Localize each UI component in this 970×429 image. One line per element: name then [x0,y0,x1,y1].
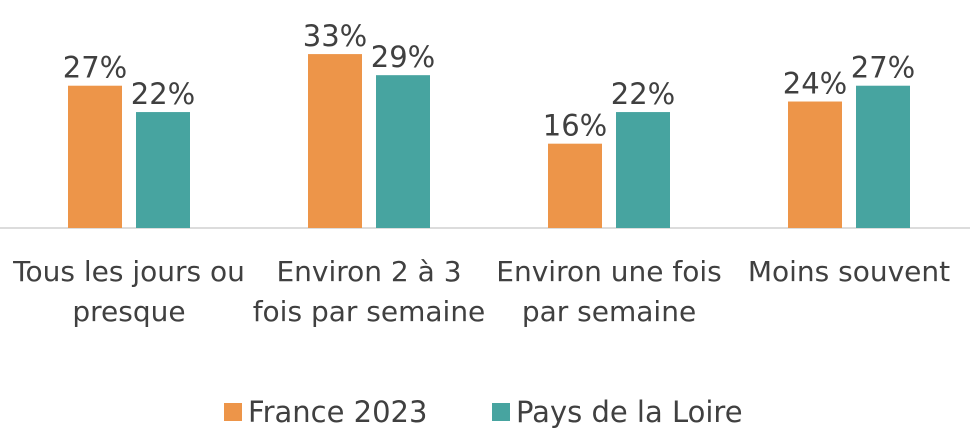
data-label: 27% [851,51,915,85]
x-tick-label: Tous les jours ou presque [13,255,245,328]
data-label: 24% [783,67,847,101]
bar [788,101,842,228]
x-tick-label: Moins souvent [747,255,951,288]
bar [68,85,122,229]
bar [616,112,670,228]
bar [136,112,190,228]
data-label: 33% [303,19,367,53]
legend-label: Pays de la Loire [516,395,743,429]
data-label: 22% [611,77,675,111]
data-label: 29% [371,40,435,74]
legend-swatch [492,403,510,421]
bar [856,85,910,229]
data-label: 22% [131,77,195,111]
bar [376,75,430,228]
legend-label: France 2023 [248,395,427,429]
legend-swatch [224,403,242,421]
x-tick-label: Environ une fois par semaine [496,255,722,328]
bar [308,54,362,229]
data-label: 16% [543,109,607,143]
bar [548,143,602,228]
data-label: 27% [63,51,127,85]
x-tick-label: Environ 2 à 3 fois par semaine [252,255,486,328]
